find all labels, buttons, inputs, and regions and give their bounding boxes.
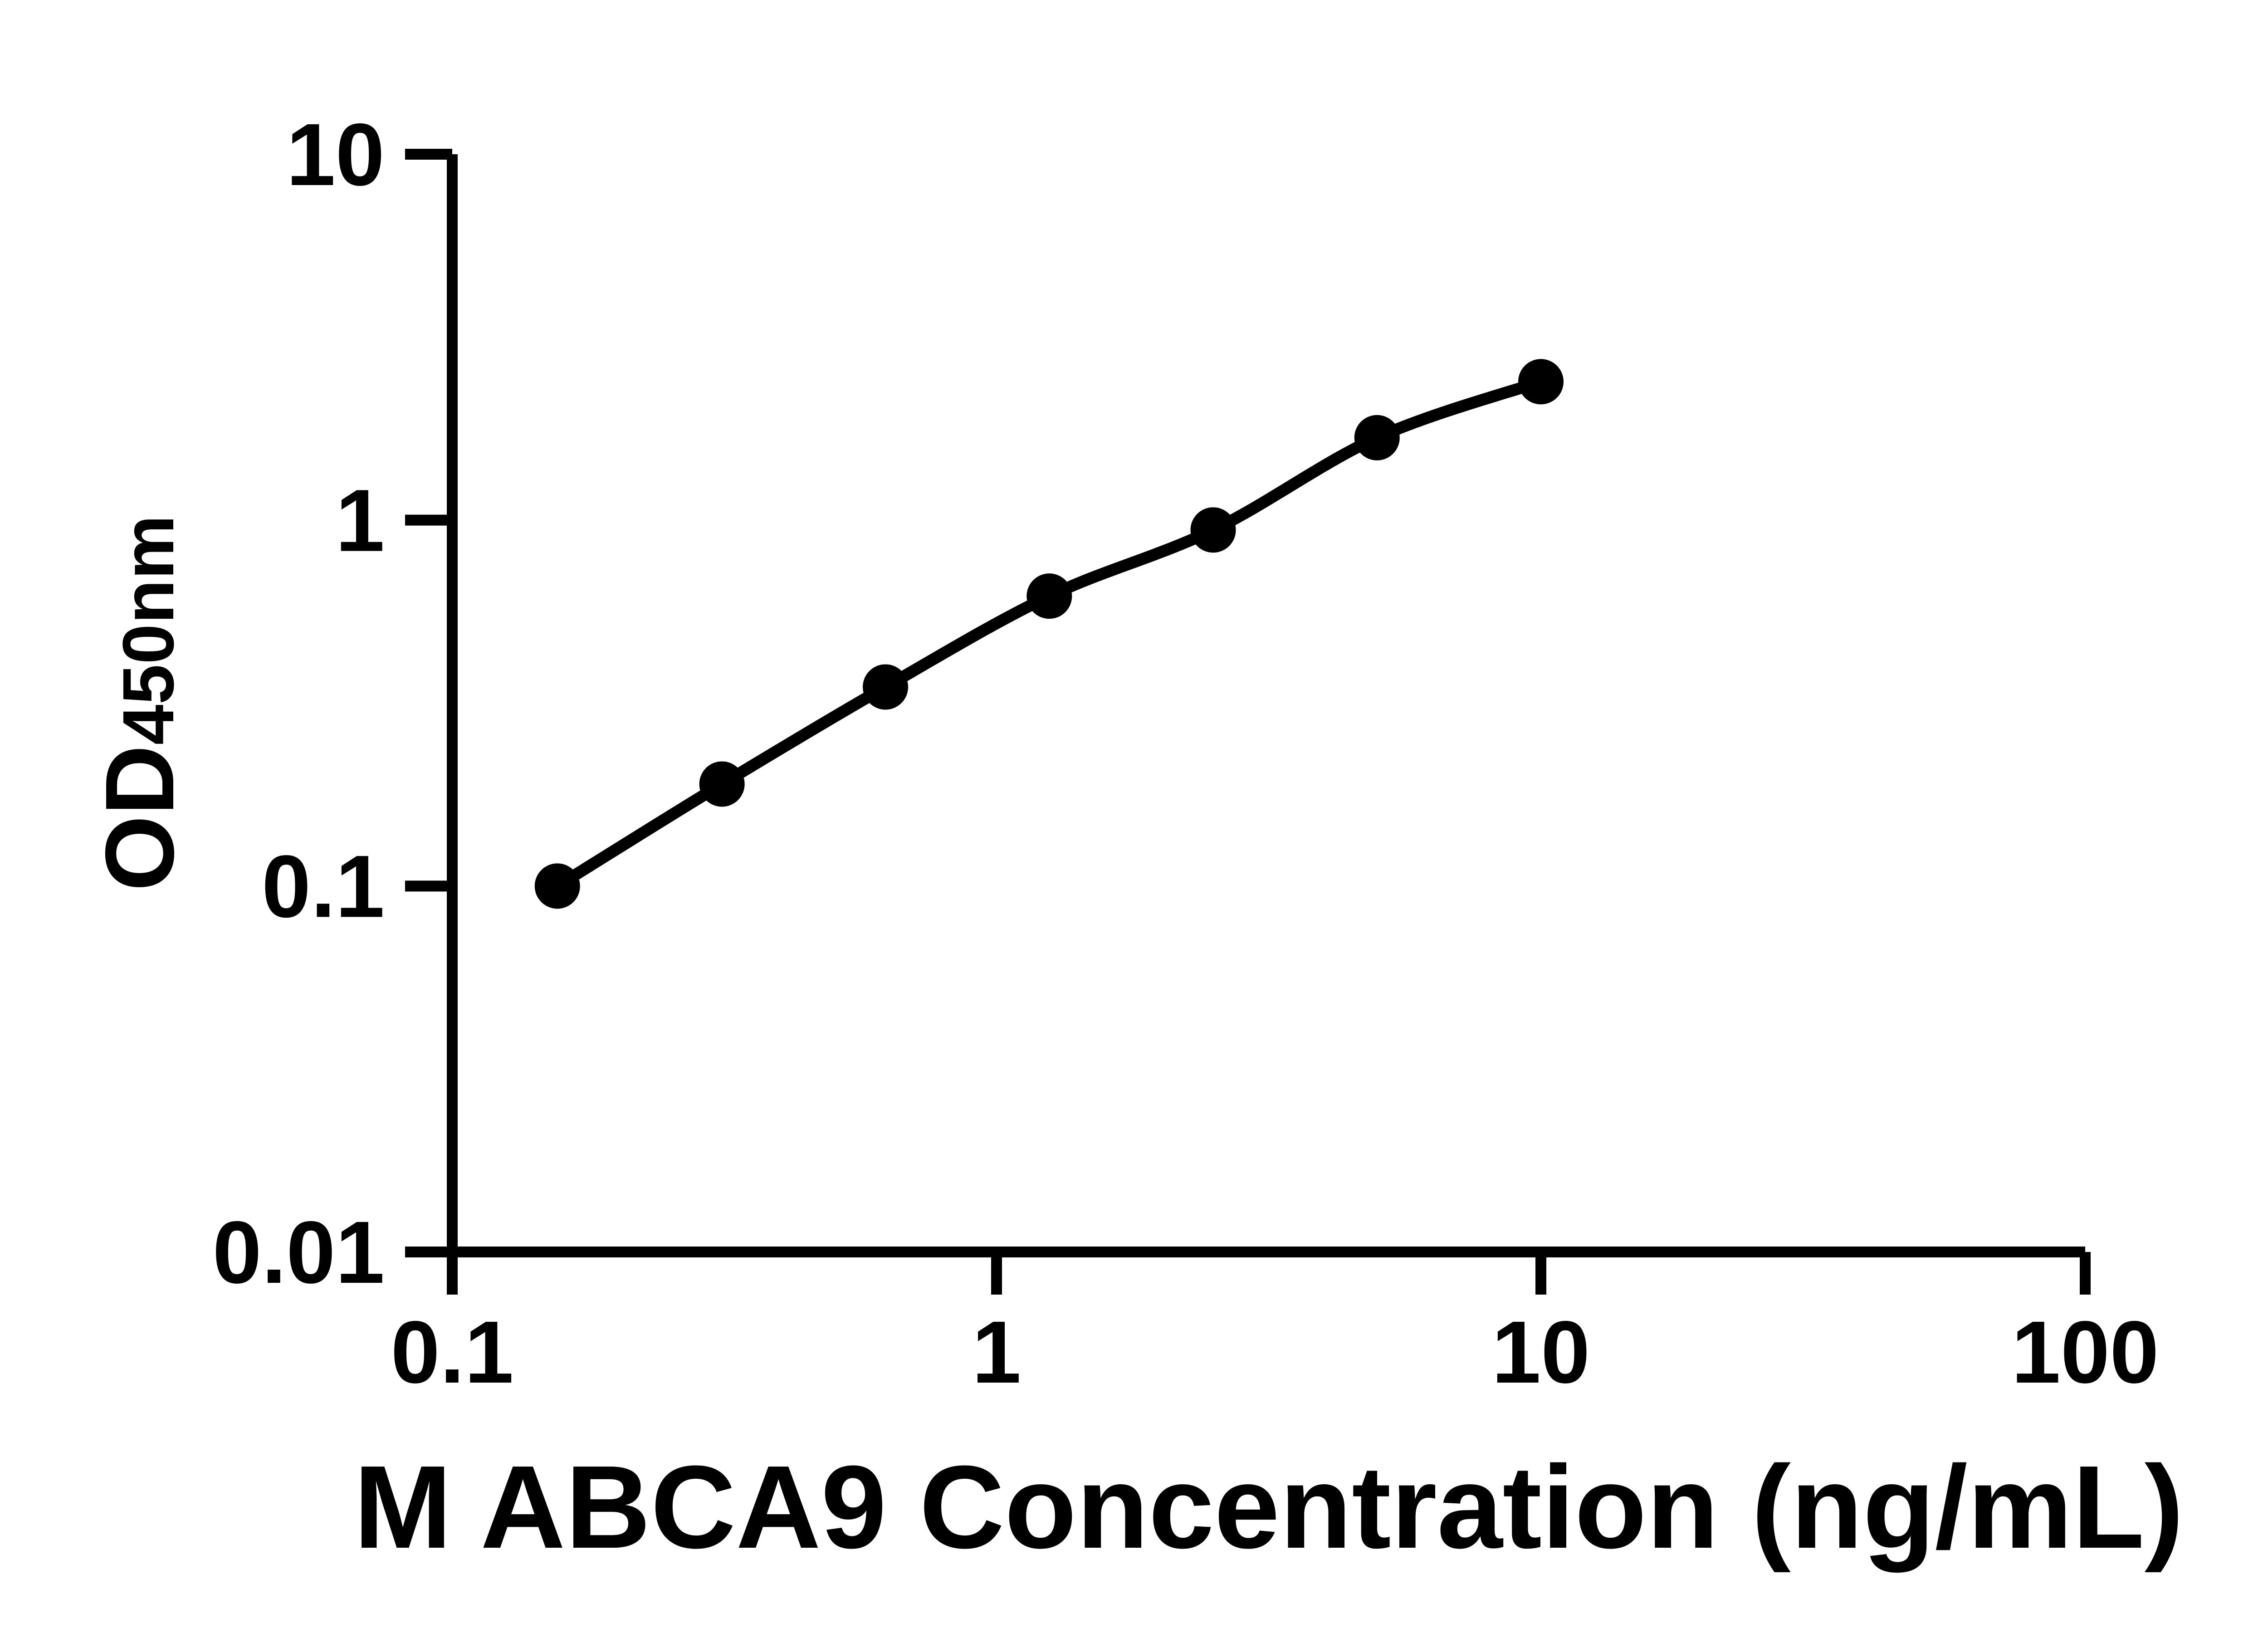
y-axis-title-subscript: 450nm bbox=[108, 515, 189, 745]
x-tick-label-0: 0.1 bbox=[391, 1303, 513, 1402]
x-tick-label-2: 10 bbox=[1492, 1303, 1590, 1402]
data-point-marker bbox=[1354, 415, 1400, 460]
axis-frame bbox=[447, 154, 2085, 1257]
data-point-marker bbox=[1518, 359, 1564, 405]
x-tick-label-3: 100 bbox=[2011, 1303, 2159, 1402]
data-point-marker bbox=[699, 761, 745, 807]
data-series bbox=[534, 359, 1564, 909]
y-tick-label-0: 10 bbox=[286, 105, 385, 204]
y-axis-title: OD450nm bbox=[85, 515, 194, 891]
y-tick-label-3: 0.01 bbox=[212, 1203, 385, 1302]
data-point-marker bbox=[1026, 573, 1072, 619]
y-tick-labels: 10 1 0.1 0.01 bbox=[212, 105, 385, 1302]
y-tick-label-1: 1 bbox=[336, 471, 385, 570]
data-point-marker bbox=[534, 863, 580, 909]
data-point-marker bbox=[1190, 507, 1236, 553]
x-tick-labels: 0.1 1 10 100 bbox=[391, 1303, 2159, 1402]
x-tick-label-1: 1 bbox=[972, 1303, 1021, 1402]
x-axis-title: M ABCA9 Concentration (ng/mL) bbox=[354, 1442, 2184, 1574]
data-point-marker bbox=[863, 664, 909, 710]
x-axis-ticks bbox=[447, 1252, 2091, 1295]
y-axis-ticks bbox=[405, 149, 452, 1257]
y-tick-label-2: 0.1 bbox=[262, 837, 385, 936]
axes bbox=[405, 149, 2091, 1295]
standard-curve-line bbox=[554, 376, 1543, 891]
y-axis-title-main: OD bbox=[85, 745, 194, 891]
